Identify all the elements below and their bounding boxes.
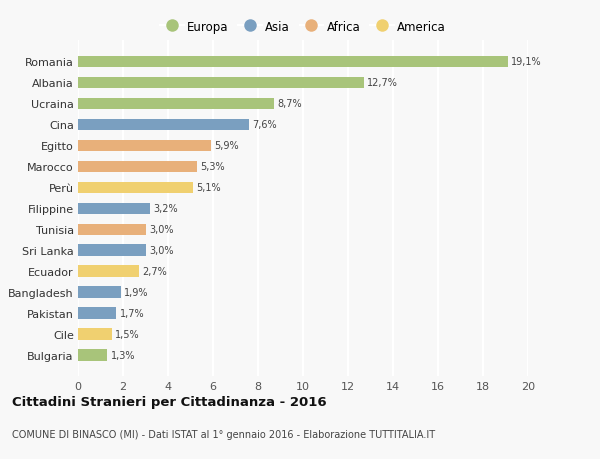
Text: 1,5%: 1,5% xyxy=(115,330,140,340)
Text: 1,3%: 1,3% xyxy=(110,350,135,360)
Text: 5,9%: 5,9% xyxy=(214,141,239,151)
Text: 1,7%: 1,7% xyxy=(119,308,144,319)
Text: 12,7%: 12,7% xyxy=(367,78,398,88)
Bar xyxy=(78,308,116,319)
Bar xyxy=(78,329,112,340)
Text: 5,3%: 5,3% xyxy=(200,162,225,172)
Text: 5,1%: 5,1% xyxy=(196,183,221,193)
Text: 3,2%: 3,2% xyxy=(154,204,178,214)
Bar xyxy=(78,78,364,89)
Text: 1,9%: 1,9% xyxy=(124,288,149,297)
Bar xyxy=(78,287,121,298)
Legend: Europa, Asia, Africa, America: Europa, Asia, Africa, America xyxy=(157,17,449,37)
Bar xyxy=(78,140,211,152)
Text: Cittadini Stranieri per Cittadinanza - 2016: Cittadini Stranieri per Cittadinanza - 2… xyxy=(12,395,326,408)
Text: 3,0%: 3,0% xyxy=(149,246,173,256)
Text: 7,6%: 7,6% xyxy=(253,120,277,130)
Text: COMUNE DI BINASCO (MI) - Dati ISTAT al 1° gennaio 2016 - Elaborazione TUTTITALIA: COMUNE DI BINASCO (MI) - Dati ISTAT al 1… xyxy=(12,429,435,439)
Bar xyxy=(78,119,249,131)
Bar xyxy=(78,98,274,110)
Bar xyxy=(78,266,139,277)
Bar xyxy=(78,350,107,361)
Bar xyxy=(78,161,197,173)
Text: 2,7%: 2,7% xyxy=(142,267,167,277)
Bar xyxy=(78,245,146,257)
Text: 19,1%: 19,1% xyxy=(511,57,542,67)
Bar xyxy=(78,182,193,194)
Bar xyxy=(78,56,508,68)
Bar xyxy=(78,224,146,235)
Bar xyxy=(78,203,150,215)
Text: 8,7%: 8,7% xyxy=(277,99,302,109)
Text: 3,0%: 3,0% xyxy=(149,225,173,235)
